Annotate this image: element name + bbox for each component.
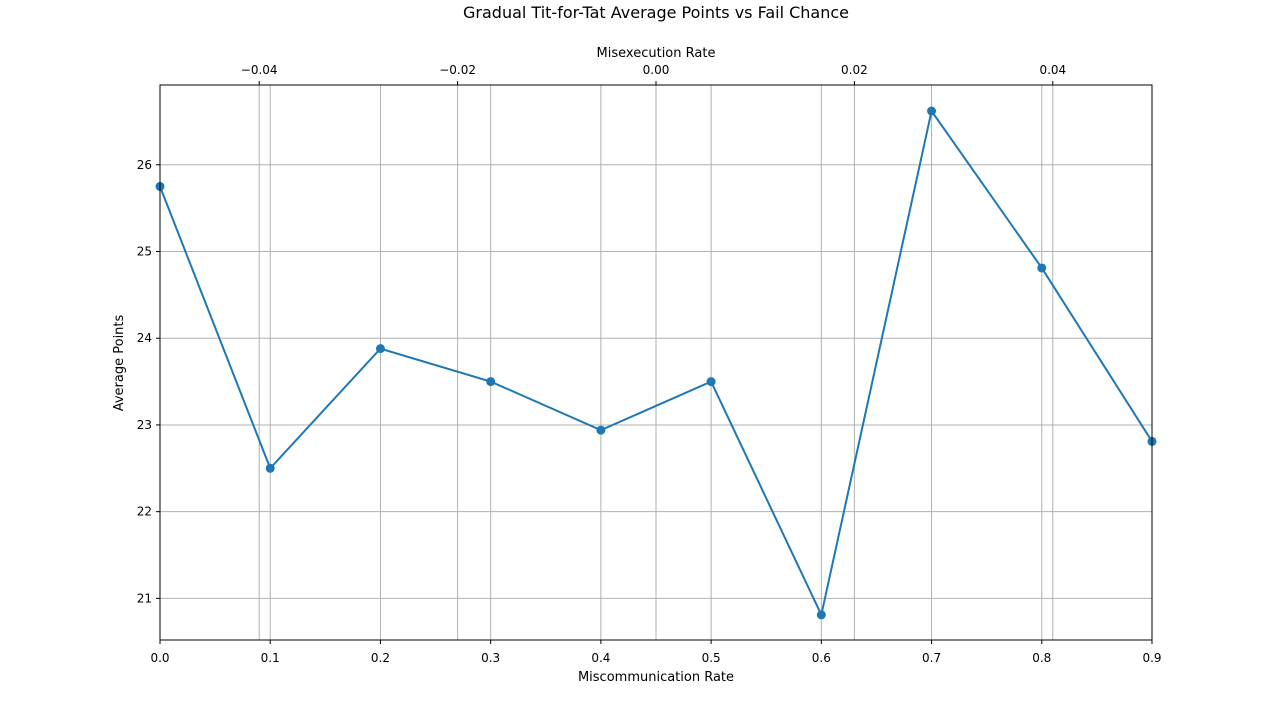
data-point — [1037, 263, 1047, 273]
y-tick-label: 23 — [137, 418, 152, 432]
data-point — [706, 377, 716, 387]
x-tick-label: 0.0 — [150, 651, 169, 665]
y-tick-label: 21 — [137, 591, 152, 605]
plot-frame — [159, 84, 1153, 641]
x-tick-label: 0.6 — [812, 651, 831, 665]
series-line — [159, 108, 1153, 618]
y-tick-label: 25 — [137, 245, 152, 259]
series-layer — [155, 106, 1157, 620]
data-point — [816, 610, 826, 620]
top-axis-label: Misexecution Rate — [597, 46, 716, 61]
x2-tick-label: 0.04 — [1039, 63, 1066, 77]
x-tick-label: 0.8 — [1032, 651, 1051, 665]
x2-tick-label: 0.02 — [841, 63, 868, 77]
data-point — [486, 377, 496, 387]
data-point — [596, 425, 606, 435]
x-tick-label: 0.4 — [591, 651, 610, 665]
x-axis-label: Miscommunication Rate — [578, 670, 734, 685]
y-tick-label: 22 — [137, 505, 152, 519]
y-tick-label: 26 — [137, 158, 152, 172]
x-tick-label: 0.2 — [371, 651, 390, 665]
data-point — [375, 344, 385, 354]
y-axis-label: Average Points — [112, 314, 127, 411]
x2-tick-label: −0.02 — [439, 63, 476, 77]
chart-title: Gradual Tit-for-Tat Average Points vs Fa… — [463, 3, 849, 22]
grid-layer — [159, 85, 1153, 640]
x-tick-label: 0.9 — [1142, 651, 1161, 665]
x-tick-label: 0.3 — [481, 651, 500, 665]
ticks-layer: 0.0 0.1 0.2 0.3 0.4 0.5 0.6 0.7 0.8 0.9 −0.04 −0.02… — [137, 63, 1162, 665]
x-tick-label: 0.7 — [922, 651, 941, 665]
x-tick-label: 0.1 — [261, 651, 280, 665]
x-tick-label: 0.5 — [702, 651, 721, 665]
x2-tick-label: 0.00 — [643, 63, 670, 77]
data-point — [927, 106, 937, 116]
data-point — [265, 463, 275, 473]
x2-tick-label: −0.04 — [241, 63, 278, 77]
y-tick-label: 24 — [137, 331, 152, 345]
